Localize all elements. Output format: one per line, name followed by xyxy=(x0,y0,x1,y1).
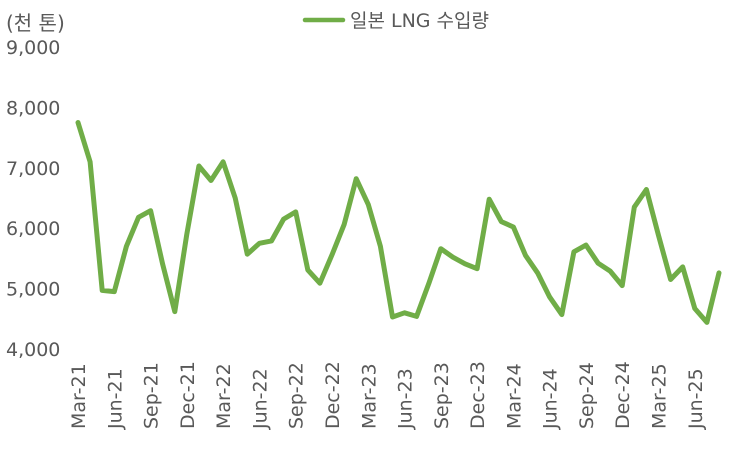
data-point xyxy=(584,243,589,248)
data-point xyxy=(124,244,129,249)
data-point xyxy=(88,159,93,164)
data-point xyxy=(112,289,117,294)
data-point xyxy=(632,205,637,210)
data-point xyxy=(390,315,395,320)
data-point xyxy=(704,320,709,325)
y-tick-label: 5,000 xyxy=(6,279,60,301)
data-point xyxy=(172,309,177,314)
data-point xyxy=(487,197,492,202)
y-tick-label: 7,000 xyxy=(6,158,60,180)
data-point xyxy=(257,241,262,246)
data-point xyxy=(148,208,153,213)
y-tick-label: 4,000 xyxy=(6,339,60,361)
data-point xyxy=(596,261,601,266)
data-point xyxy=(196,164,201,169)
data-point xyxy=(571,249,576,254)
data-point xyxy=(354,176,359,181)
series-group xyxy=(75,120,722,325)
data-point xyxy=(184,232,189,237)
data-point xyxy=(523,253,528,258)
y-tick-label: 9,000 xyxy=(6,37,60,59)
series-line xyxy=(75,120,722,325)
data-point xyxy=(475,266,480,271)
x-tick-label: Dec-23 xyxy=(467,361,489,429)
data-point xyxy=(535,270,540,275)
data-point xyxy=(656,233,661,238)
data-point xyxy=(547,295,552,300)
data-point xyxy=(559,312,564,317)
legend-label: 일본 LNG 수입량 xyxy=(350,10,489,32)
data-point xyxy=(668,277,673,282)
data-point xyxy=(692,306,697,311)
x-tick-label: Sep-24 xyxy=(576,362,598,429)
x-tick-label: Mar-25 xyxy=(649,363,671,429)
x-tick-label: Jun-23 xyxy=(395,368,417,430)
data-point xyxy=(499,219,504,224)
data-point xyxy=(402,310,407,315)
data-point xyxy=(293,209,298,214)
y-axis-unit-label: (천 톤) xyxy=(6,11,65,35)
data-point xyxy=(269,238,274,243)
y-tick-label: 8,000 xyxy=(6,97,60,119)
x-tick-label: Dec-22 xyxy=(322,361,344,429)
legend: 일본 LNG 수입량 xyxy=(302,10,489,32)
data-point xyxy=(281,217,286,222)
x-tick-label: Sep-21 xyxy=(141,362,163,429)
data-point xyxy=(342,222,347,227)
x-tick-label: Dec-21 xyxy=(177,361,199,429)
x-tick-label: Mar-24 xyxy=(503,363,525,429)
data-point xyxy=(414,314,419,319)
y-tick-label: 6,000 xyxy=(6,218,60,240)
data-point xyxy=(233,196,238,201)
x-tick-label: Jun-22 xyxy=(249,368,271,430)
x-tick-label: Mar-23 xyxy=(358,363,380,429)
data-point xyxy=(450,255,455,260)
data-point xyxy=(160,262,165,267)
data-point xyxy=(209,178,214,183)
data-point xyxy=(366,202,371,207)
data-point xyxy=(136,215,141,220)
x-tick-label: Mar-22 xyxy=(213,363,235,429)
x-tick-label: Sep-22 xyxy=(286,362,308,429)
data-point xyxy=(245,252,250,257)
data-point xyxy=(76,120,81,125)
x-tick-label: Jun-24 xyxy=(540,368,562,430)
data-point xyxy=(620,283,625,288)
x-tick-label: Dec-24 xyxy=(612,361,634,429)
x-tick-label: Sep-23 xyxy=(431,362,453,429)
x-tick-label: Mar-21 xyxy=(68,363,90,429)
data-point xyxy=(438,246,443,251)
data-point xyxy=(100,288,105,293)
data-point xyxy=(378,244,383,249)
data-point xyxy=(463,261,468,266)
x-axis: Mar-21 Jun-21 Sep-21 Dec-21 Mar-22 Jun-22 Sep-… xyxy=(68,361,707,430)
data-point xyxy=(330,252,335,257)
data-point xyxy=(717,270,722,275)
data-point xyxy=(680,264,685,269)
data-point xyxy=(305,267,310,272)
data-point xyxy=(317,281,322,286)
data-point xyxy=(644,187,649,192)
data-point xyxy=(511,225,516,230)
x-tick-label: Jun-21 xyxy=(104,368,126,430)
data-point xyxy=(221,159,226,164)
y-axis: 4,000 5,000 6,000 7,000 8,000 9,000 xyxy=(6,37,60,361)
data-point xyxy=(608,269,613,274)
data-point xyxy=(426,281,431,286)
x-tick-label: Jun-25 xyxy=(685,368,707,430)
